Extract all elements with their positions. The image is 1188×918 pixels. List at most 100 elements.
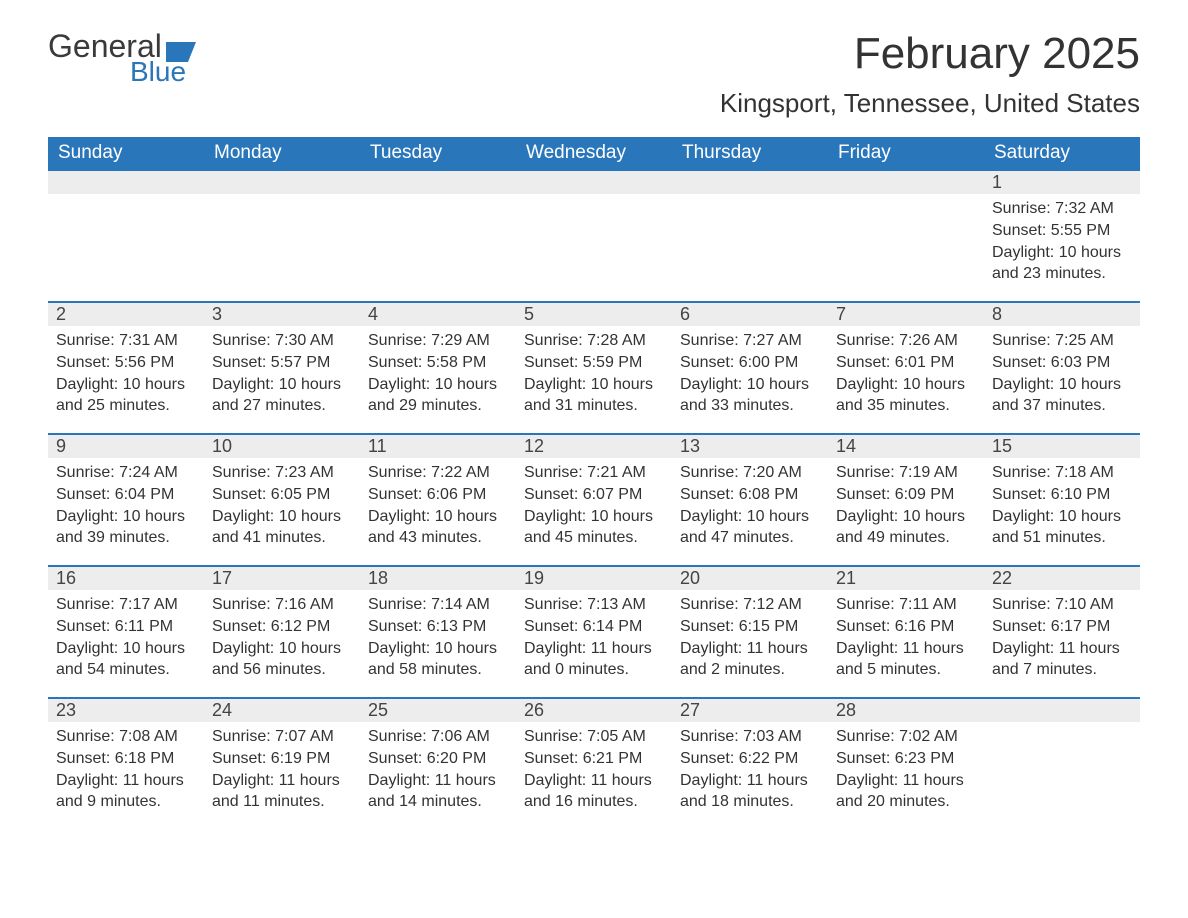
daylight-text: Daylight: 11 hours and 2 minutes. — [680, 638, 820, 681]
day-body: Sunrise: 7:16 AMSunset: 6:12 PMDaylight:… — [204, 590, 360, 688]
day-body: Sunrise: 7:20 AMSunset: 6:08 PMDaylight:… — [672, 458, 828, 556]
calendar-cell: 27Sunrise: 7:03 AMSunset: 6:22 PMDayligh… — [672, 697, 828, 829]
daylight-text: Daylight: 10 hours and 43 minutes. — [368, 506, 508, 549]
day-body: Sunrise: 7:30 AMSunset: 5:57 PMDaylight:… — [204, 326, 360, 424]
daylight-text: Daylight: 11 hours and 18 minutes. — [680, 770, 820, 813]
sunrise-text: Sunrise: 7:24 AM — [56, 462, 196, 484]
sunrise-text: Sunrise: 7:11 AM — [836, 594, 976, 616]
calendar-cell — [48, 169, 204, 301]
daylight-text: Daylight: 11 hours and 9 minutes. — [56, 770, 196, 813]
sunrise-text: Sunrise: 7:02 AM — [836, 726, 976, 748]
day-number-bar — [516, 169, 672, 194]
calendar-cell — [516, 169, 672, 301]
day-number-bar: 15 — [984, 433, 1140, 458]
sunset-text: Sunset: 6:16 PM — [836, 616, 976, 638]
weekday-header: Saturday — [984, 137, 1140, 169]
sunset-text: Sunset: 6:23 PM — [836, 748, 976, 770]
day-body: Sunrise: 7:02 AMSunset: 6:23 PMDaylight:… — [828, 722, 984, 820]
day-body: Sunrise: 7:22 AMSunset: 6:06 PMDaylight:… — [360, 458, 516, 556]
calendar-table: SundayMondayTuesdayWednesdayThursdayFrid… — [48, 137, 1140, 829]
calendar-cell: 4Sunrise: 7:29 AMSunset: 5:58 PMDaylight… — [360, 301, 516, 433]
calendar-cell: 16Sunrise: 7:17 AMSunset: 6:11 PMDayligh… — [48, 565, 204, 697]
day-body: Sunrise: 7:28 AMSunset: 5:59 PMDaylight:… — [516, 326, 672, 424]
sunrise-text: Sunrise: 7:18 AM — [992, 462, 1132, 484]
calendar-week: 23Sunrise: 7:08 AMSunset: 6:18 PMDayligh… — [48, 697, 1140, 829]
calendar-week: 2Sunrise: 7:31 AMSunset: 5:56 PMDaylight… — [48, 301, 1140, 433]
title-block: February 2025 Kingsport, Tennessee, Unit… — [720, 30, 1140, 131]
weekday-header: Wednesday — [516, 137, 672, 169]
day-number-bar: 19 — [516, 565, 672, 590]
calendar-cell: 18Sunrise: 7:14 AMSunset: 6:13 PMDayligh… — [360, 565, 516, 697]
day-body: Sunrise: 7:05 AMSunset: 6:21 PMDaylight:… — [516, 722, 672, 820]
location-text: Kingsport, Tennessee, United States — [720, 88, 1140, 119]
day-number-bar: 12 — [516, 433, 672, 458]
sunrise-text: Sunrise: 7:30 AM — [212, 330, 352, 352]
sunset-text: Sunset: 6:10 PM — [992, 484, 1132, 506]
sunset-text: Sunset: 6:20 PM — [368, 748, 508, 770]
day-number-bar: 13 — [672, 433, 828, 458]
calendar-cell: 13Sunrise: 7:20 AMSunset: 6:08 PMDayligh… — [672, 433, 828, 565]
day-number-bar: 4 — [360, 301, 516, 326]
day-body: Sunrise: 7:23 AMSunset: 6:05 PMDaylight:… — [204, 458, 360, 556]
daylight-text: Daylight: 10 hours and 39 minutes. — [56, 506, 196, 549]
month-title: February 2025 — [720, 30, 1140, 78]
daylight-text: Daylight: 10 hours and 27 minutes. — [212, 374, 352, 417]
sunset-text: Sunset: 6:07 PM — [524, 484, 664, 506]
calendar-cell — [360, 169, 516, 301]
day-body: Sunrise: 7:29 AMSunset: 5:58 PMDaylight:… — [360, 326, 516, 424]
day-number-bar: 26 — [516, 697, 672, 722]
calendar-cell: 6Sunrise: 7:27 AMSunset: 6:00 PMDaylight… — [672, 301, 828, 433]
weekday-header: Sunday — [48, 137, 204, 169]
sunrise-text: Sunrise: 7:19 AM — [836, 462, 976, 484]
calendar-cell: 26Sunrise: 7:05 AMSunset: 6:21 PMDayligh… — [516, 697, 672, 829]
sunset-text: Sunset: 6:06 PM — [368, 484, 508, 506]
sunset-text: Sunset: 6:21 PM — [524, 748, 664, 770]
sunrise-text: Sunrise: 7:10 AM — [992, 594, 1132, 616]
sunrise-text: Sunrise: 7:17 AM — [56, 594, 196, 616]
day-number-bar: 23 — [48, 697, 204, 722]
sunrise-text: Sunrise: 7:32 AM — [992, 198, 1132, 220]
daylight-text: Daylight: 10 hours and 58 minutes. — [368, 638, 508, 681]
day-body: Sunrise: 7:07 AMSunset: 6:19 PMDaylight:… — [204, 722, 360, 820]
calendar-cell: 11Sunrise: 7:22 AMSunset: 6:06 PMDayligh… — [360, 433, 516, 565]
logo: General Blue — [48, 30, 200, 86]
calendar-cell: 17Sunrise: 7:16 AMSunset: 6:12 PMDayligh… — [204, 565, 360, 697]
day-body: Sunrise: 7:13 AMSunset: 6:14 PMDaylight:… — [516, 590, 672, 688]
day-number-bar — [984, 697, 1140, 722]
day-body: Sunrise: 7:19 AMSunset: 6:09 PMDaylight:… — [828, 458, 984, 556]
day-body: Sunrise: 7:21 AMSunset: 6:07 PMDaylight:… — [516, 458, 672, 556]
daylight-text: Daylight: 10 hours and 56 minutes. — [212, 638, 352, 681]
calendar-week: 9Sunrise: 7:24 AMSunset: 6:04 PMDaylight… — [48, 433, 1140, 565]
calendar-cell: 28Sunrise: 7:02 AMSunset: 6:23 PMDayligh… — [828, 697, 984, 829]
daylight-text: Daylight: 10 hours and 23 minutes. — [992, 242, 1132, 285]
sunrise-text: Sunrise: 7:13 AM — [524, 594, 664, 616]
sunset-text: Sunset: 6:04 PM — [56, 484, 196, 506]
calendar-head: SundayMondayTuesdayWednesdayThursdayFrid… — [48, 137, 1140, 169]
day-number-bar: 28 — [828, 697, 984, 722]
sunrise-text: Sunrise: 7:23 AM — [212, 462, 352, 484]
sunset-text: Sunset: 6:15 PM — [680, 616, 820, 638]
calendar-week: 1Sunrise: 7:32 AMSunset: 5:55 PMDaylight… — [48, 169, 1140, 301]
sunset-text: Sunset: 6:17 PM — [992, 616, 1132, 638]
sunrise-text: Sunrise: 7:28 AM — [524, 330, 664, 352]
calendar-cell: 12Sunrise: 7:21 AMSunset: 6:07 PMDayligh… — [516, 433, 672, 565]
day-number-bar: 20 — [672, 565, 828, 590]
sunset-text: Sunset: 5:58 PM — [368, 352, 508, 374]
daylight-text: Daylight: 11 hours and 0 minutes. — [524, 638, 664, 681]
calendar-cell: 22Sunrise: 7:10 AMSunset: 6:17 PMDayligh… — [984, 565, 1140, 697]
sunset-text: Sunset: 6:14 PM — [524, 616, 664, 638]
day-body: Sunrise: 7:08 AMSunset: 6:18 PMDaylight:… — [48, 722, 204, 820]
calendar-cell — [828, 169, 984, 301]
sunrise-text: Sunrise: 7:26 AM — [836, 330, 976, 352]
day-body: Sunrise: 7:18 AMSunset: 6:10 PMDaylight:… — [984, 458, 1140, 556]
day-number-bar: 27 — [672, 697, 828, 722]
daylight-text: Daylight: 11 hours and 20 minutes. — [836, 770, 976, 813]
daylight-text: Daylight: 11 hours and 14 minutes. — [368, 770, 508, 813]
day-number-bar: 14 — [828, 433, 984, 458]
calendar-cell — [672, 169, 828, 301]
daylight-text: Daylight: 11 hours and 16 minutes. — [524, 770, 664, 813]
daylight-text: Daylight: 10 hours and 31 minutes. — [524, 374, 664, 417]
calendar-cell: 2Sunrise: 7:31 AMSunset: 5:56 PMDaylight… — [48, 301, 204, 433]
daylight-text: Daylight: 10 hours and 51 minutes. — [992, 506, 1132, 549]
sunset-text: Sunset: 6:19 PM — [212, 748, 352, 770]
